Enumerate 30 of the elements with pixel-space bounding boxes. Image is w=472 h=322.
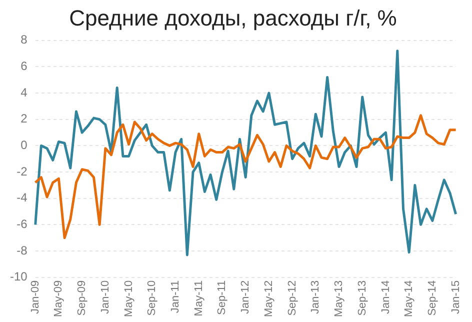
y-tick-label: 4 xyxy=(20,85,28,100)
x-tick-label: May-12 xyxy=(262,280,275,318)
y-tick-label: 6 xyxy=(20,59,28,74)
y-tick-label: -10 xyxy=(10,270,28,284)
x-tick-label: Jan-14 xyxy=(380,280,392,314)
x-tick-label: Jan-15 xyxy=(450,280,462,314)
chart-title: Средние доходы, расходы г/г, % xyxy=(69,5,397,30)
x-tick-label: May-14 xyxy=(403,280,416,318)
x-tick-label: Jan-11 xyxy=(170,280,182,314)
x-tick-label: Jan-09 xyxy=(29,280,42,314)
y-tick-label: -2 xyxy=(16,164,28,178)
y-tick-label: 8 xyxy=(20,32,28,47)
y-tick-label: 0 xyxy=(20,138,28,152)
x-tick-label: Sep-13 xyxy=(356,280,368,316)
x-tick-label: May-11 xyxy=(192,280,205,316)
y-tick-label: -4 xyxy=(16,190,28,205)
x-tick-label: Sep-09 xyxy=(76,280,88,316)
x-tick-label: Sep-11 xyxy=(216,280,228,315)
x-tick-label: Sep-12 xyxy=(286,280,298,316)
x-tick-label: May-13 xyxy=(333,280,346,318)
x-tick-label: May-10 xyxy=(122,280,135,318)
x-tick-label: Jan-10 xyxy=(99,280,112,314)
y-tick-label: -6 xyxy=(16,216,28,231)
x-tick-label: Sep-10 xyxy=(146,280,158,316)
y-tick-label: 2 xyxy=(20,112,28,126)
y-tick-label: -8 xyxy=(16,243,28,258)
x-tick-label: Jan-12 xyxy=(240,280,252,314)
x-tick-label: Sep-14 xyxy=(426,280,438,316)
x-tick-label: May-09 xyxy=(52,280,65,318)
x-tick-label: Jan-13 xyxy=(310,280,322,314)
